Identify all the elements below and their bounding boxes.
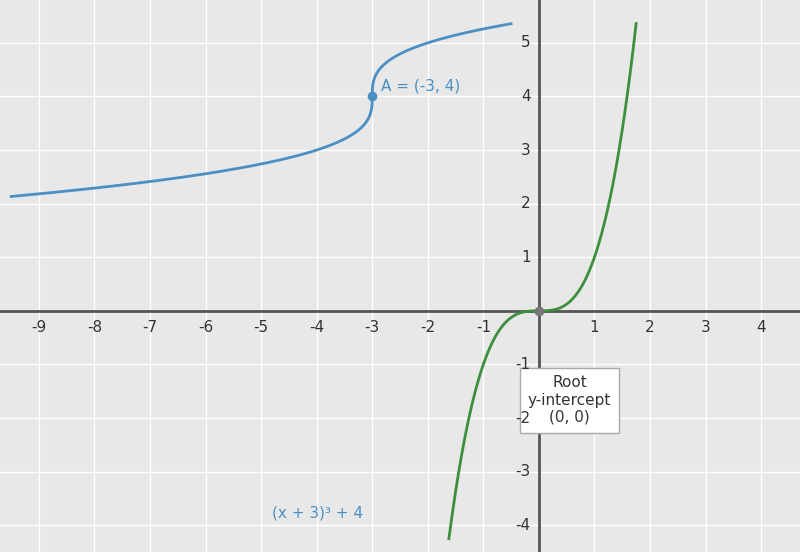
Text: 3: 3 [521,142,530,157]
Text: 2: 2 [645,321,655,336]
Text: 1: 1 [590,321,599,336]
Text: -8: -8 [87,321,102,336]
Text: 3: 3 [701,321,710,336]
Text: -7: -7 [142,321,158,336]
Text: -9: -9 [31,321,46,336]
Text: -3: -3 [365,321,380,336]
Text: -1: -1 [476,321,491,336]
Text: 4: 4 [756,321,766,336]
Text: Root
y-intercept
(0, 0): Root y-intercept (0, 0) [528,375,611,425]
Text: -5: -5 [254,321,269,336]
Text: -4: -4 [309,321,324,336]
Text: 1: 1 [521,250,530,265]
Text: 2: 2 [521,196,530,211]
Text: -6: -6 [198,321,213,336]
Text: 4: 4 [521,89,530,104]
Text: -1: -1 [515,357,530,372]
Text: -3: -3 [515,464,530,479]
Text: -2: -2 [420,321,435,336]
Text: 5: 5 [521,35,530,50]
Text: -4: -4 [515,518,530,533]
Text: -2: -2 [515,411,530,426]
Text: A = (-3, 4): A = (-3, 4) [381,78,460,93]
Text: (x + 3)³ + 4: (x + 3)³ + 4 [272,505,363,520]
